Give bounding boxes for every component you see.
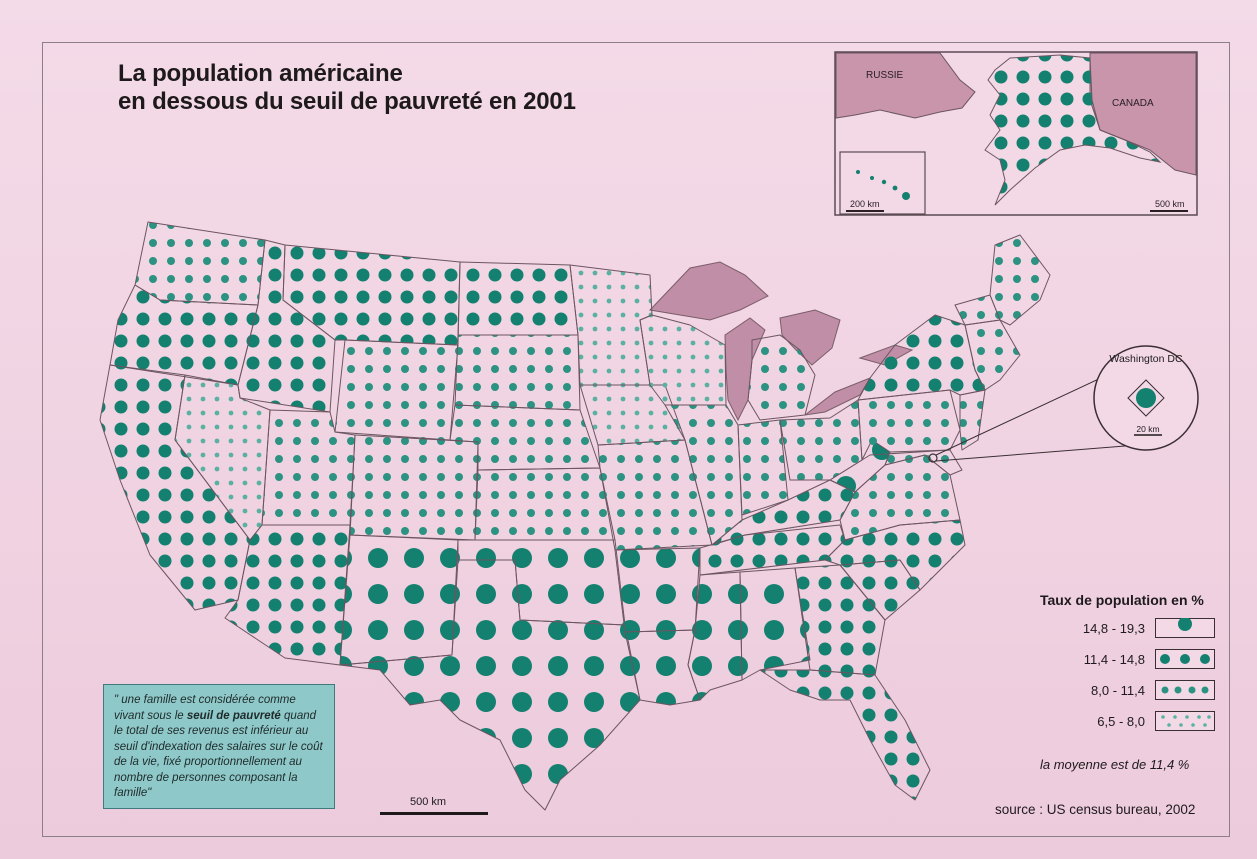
legend-label-3: 8,0 - 11,4 xyxy=(1091,683,1145,698)
alaska-hawaii-inset: RUSSIE CANADA 200 km 500 km xyxy=(834,51,1198,216)
dc-scale-label: 20 km xyxy=(1136,424,1159,434)
legend-swatch-tiny-dots xyxy=(1155,711,1215,731)
legend-title: Taux de population en % xyxy=(1040,592,1204,608)
map-title: La population américaine en dessous du s… xyxy=(118,60,638,116)
legend-swatch-large-dots xyxy=(1155,618,1215,638)
canada-label: CANADA xyxy=(1112,98,1154,109)
legend-label-1: 14,8 - 19,3 xyxy=(1082,621,1145,636)
main-scale-bar xyxy=(380,794,490,818)
quote-text-part2: quand le total de ses revenus est inféri… xyxy=(114,709,323,800)
hawaii-scale-label: 200 km xyxy=(850,199,880,209)
map-title-line1: La population américaine xyxy=(118,60,403,87)
main-scale-label: 500 km xyxy=(410,796,447,808)
legend-swatch-medium-dots xyxy=(1155,649,1215,669)
dc-label: Washington DC xyxy=(1109,353,1183,365)
russia-label: RUSSIE xyxy=(866,70,904,81)
us-states xyxy=(99,221,1051,811)
legend: Taux de population en % 14,8 - 19,3 11,4… xyxy=(1010,587,1230,787)
quote-text-part1: " une famille est considérée comme vivan… xyxy=(114,694,296,722)
legend-label-2: 11,4 - 14,8 xyxy=(1083,652,1145,667)
dc-callout: Washington DC 20 km xyxy=(928,345,1199,463)
legend-average-note: la moyenne est de 11,4 % xyxy=(1040,757,1190,772)
legend-row-1: 14,8 - 19,3 xyxy=(1010,618,1225,640)
map-title-line2: en dessous du seuil de pauvreté en 2001 xyxy=(118,88,576,115)
alaska-scale-label: 500 km xyxy=(1155,199,1185,209)
legend-swatch-small-dots xyxy=(1155,680,1215,700)
legend-row-2: 11,4 - 14,8 xyxy=(1010,649,1225,671)
legend-row-4: 6,5 - 8,0 xyxy=(1010,711,1225,733)
quote-text-bold: seuil de pauvreté xyxy=(186,709,281,722)
legend-label-4: 6,5 - 8,0 xyxy=(1097,714,1145,729)
definition-quote-box: " une famille est considérée comme vivan… xyxy=(103,684,335,809)
legend-row-3: 8,0 - 11,4 xyxy=(1010,680,1225,702)
source-note: source : US census bureau, 2002 xyxy=(995,802,1196,817)
map-frame xyxy=(42,42,1230,837)
